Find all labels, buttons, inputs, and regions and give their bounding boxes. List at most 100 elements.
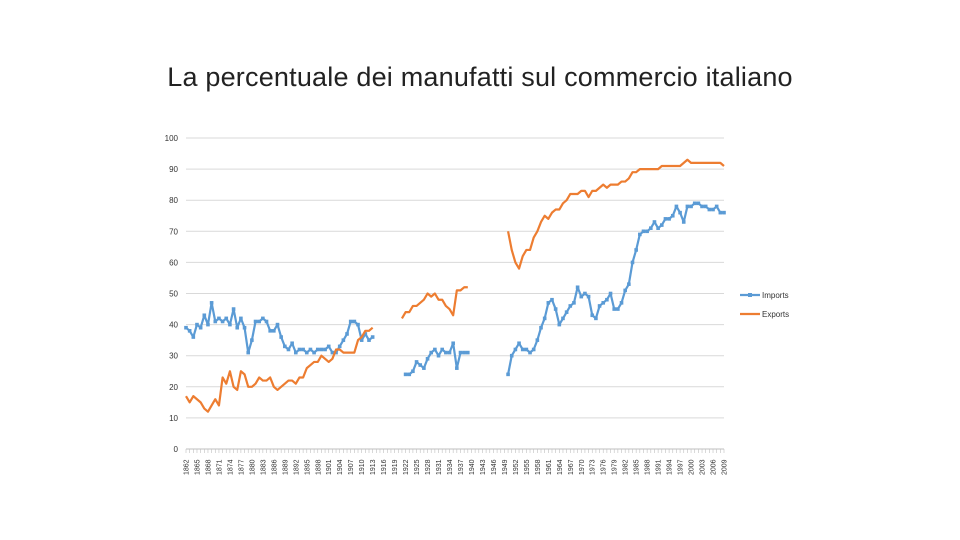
x-tick-label: 1967 (568, 459, 575, 475)
x-tick-label: 1979 (612, 459, 619, 475)
imports-point (414, 360, 419, 364)
imports-point (429, 350, 434, 355)
imports-point (370, 335, 375, 339)
imports-point (616, 307, 620, 311)
imports-point (513, 347, 518, 352)
x-tick-label: 1862 (184, 459, 191, 475)
x-tick-label: 1880 (249, 459, 256, 475)
imports-point (418, 363, 423, 367)
imports-point (326, 344, 331, 349)
imports-point (579, 294, 584, 299)
y-tick-label: 80 (169, 196, 178, 205)
imports-point (623, 288, 627, 293)
imports-point (367, 338, 371, 342)
x-tick-label: 1928 (425, 459, 432, 475)
legend-marker-imports (748, 293, 752, 297)
imports-point (455, 366, 459, 370)
imports-point (517, 341, 521, 346)
x-tick-label: 1940 (469, 459, 476, 475)
imports-point (462, 350, 466, 355)
imports-point (217, 316, 221, 321)
y-axis-ticks: 0 10 20 30 40 50 60 70 80 90 100 (165, 134, 179, 454)
x-tick-label: 1865 (194, 459, 201, 475)
imports-point (619, 301, 624, 305)
x-tick-label: 1883 (260, 459, 267, 475)
imports-point (436, 353, 441, 358)
imports-point (184, 325, 188, 330)
imports-point (714, 204, 719, 209)
x-tick-label: 1943 (480, 459, 487, 475)
imports-point (352, 319, 357, 324)
x-axis-ticks: 1862 1865 1868 1871 1874 1877 1880 1883 1886 1889… (184, 459, 729, 475)
y-tick-label: 40 (169, 321, 178, 330)
x-tick-label: 1889 (282, 459, 289, 475)
imports-point (220, 319, 225, 324)
x-tick-label: 1922 (403, 459, 410, 475)
x-tick-label: 1958 (535, 459, 542, 475)
x-tick-label: 1931 (436, 459, 443, 475)
imports-point (542, 316, 547, 321)
imports-point (304, 350, 309, 355)
imports-point (198, 325, 203, 330)
imports-point (627, 282, 631, 286)
x-tick-label: 1934 (447, 459, 454, 475)
imports-point (458, 350, 463, 355)
imports-point (191, 335, 196, 339)
x-tick-label: 1991 (656, 459, 663, 475)
imports-point (283, 344, 287, 349)
x-tick-label: 1970 (579, 459, 586, 475)
imports-point (206, 322, 210, 327)
imports-point (539, 325, 543, 330)
series-layer (184, 158, 726, 413)
exports-line (185, 326, 374, 413)
x-tick-label: 1892 (293, 459, 300, 475)
x-tick-label: 1916 (381, 459, 388, 475)
slide-title: La percentuale dei manufatti sul commerc… (167, 62, 793, 92)
x-tick-label: 1898 (315, 459, 322, 475)
imports-point (700, 204, 704, 209)
imports-point (246, 350, 251, 355)
imports-point (674, 204, 679, 209)
imports-point (568, 304, 573, 308)
imports-point (425, 357, 430, 361)
imports-point (546, 301, 551, 305)
x-tick-label: 1952 (513, 459, 520, 475)
imports-point (707, 207, 712, 212)
x-tick-label: 1994 (667, 459, 674, 475)
imports-point (634, 248, 638, 252)
imports-point (341, 338, 346, 342)
imports-point (601, 301, 606, 305)
imports-point (363, 332, 368, 336)
imports-point (440, 347, 444, 352)
imports-point (667, 217, 671, 221)
x-tick-label: 1949 (502, 459, 509, 475)
x-tick-label: 1961 (546, 459, 553, 475)
x-tick-label: 1910 (359, 459, 366, 475)
y-tick-label: 20 (169, 383, 178, 392)
x-tick-label: 1904 (337, 459, 344, 475)
imports-point (535, 338, 540, 342)
imports-point (652, 220, 657, 224)
imports-point (286, 347, 291, 352)
imports-point (250, 338, 254, 342)
x-tick-label: 2009 (722, 459, 729, 475)
imports-point (506, 372, 510, 377)
imports-point (553, 307, 558, 311)
imports-point (520, 347, 525, 352)
imports-point (638, 232, 642, 237)
imports-point (649, 226, 653, 230)
imports-point (228, 322, 232, 327)
imports-point (323, 347, 327, 352)
x-tick-label: 2003 (700, 459, 707, 475)
imports-point (583, 291, 587, 296)
y-tick-label: 60 (169, 258, 178, 267)
x-tick-label: 1997 (678, 459, 685, 475)
imports-point (447, 350, 452, 355)
imports-point (590, 313, 595, 318)
imports-point (224, 316, 229, 321)
imports-point (297, 347, 302, 352)
x-tick-label: 1901 (326, 459, 333, 475)
imports-point (407, 372, 412, 377)
legend: Imports Exports (740, 291, 789, 319)
y-tick-label: 100 (165, 134, 179, 143)
